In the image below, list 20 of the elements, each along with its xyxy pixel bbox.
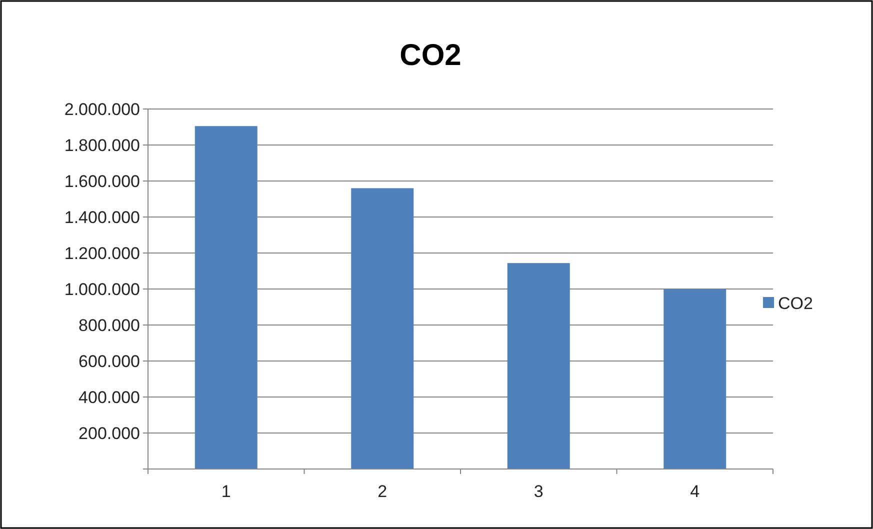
bar bbox=[507, 263, 570, 469]
y-tick-label: 1.400.000 bbox=[64, 208, 140, 227]
x-tick-label: 1 bbox=[221, 482, 231, 501]
y-tick-label: 400.000 bbox=[78, 388, 140, 407]
x-tick-label: 4 bbox=[690, 482, 700, 501]
chart-title: CO2 bbox=[400, 39, 462, 72]
y-tick-label: 200.000 bbox=[78, 424, 140, 443]
bar bbox=[664, 289, 726, 469]
bar bbox=[194, 126, 258, 469]
legend-label: CO2 bbox=[778, 294, 813, 313]
y-tick-label: 800.000 bbox=[78, 316, 140, 335]
y-tick-label: 1.000.000 bbox=[64, 280, 140, 299]
y-tick-label: 1.800.000 bbox=[64, 136, 140, 155]
y-tick-label: 1.600.000 bbox=[64, 172, 140, 191]
bar bbox=[351, 188, 414, 469]
y-tick-label: 1.200.000 bbox=[64, 244, 140, 263]
x-tick-label: 3 bbox=[534, 482, 544, 501]
y-tick-label: 600.000 bbox=[78, 352, 140, 371]
x-tick-label: 2 bbox=[378, 482, 388, 501]
y-tick-label: 2.000.000 bbox=[64, 100, 140, 119]
